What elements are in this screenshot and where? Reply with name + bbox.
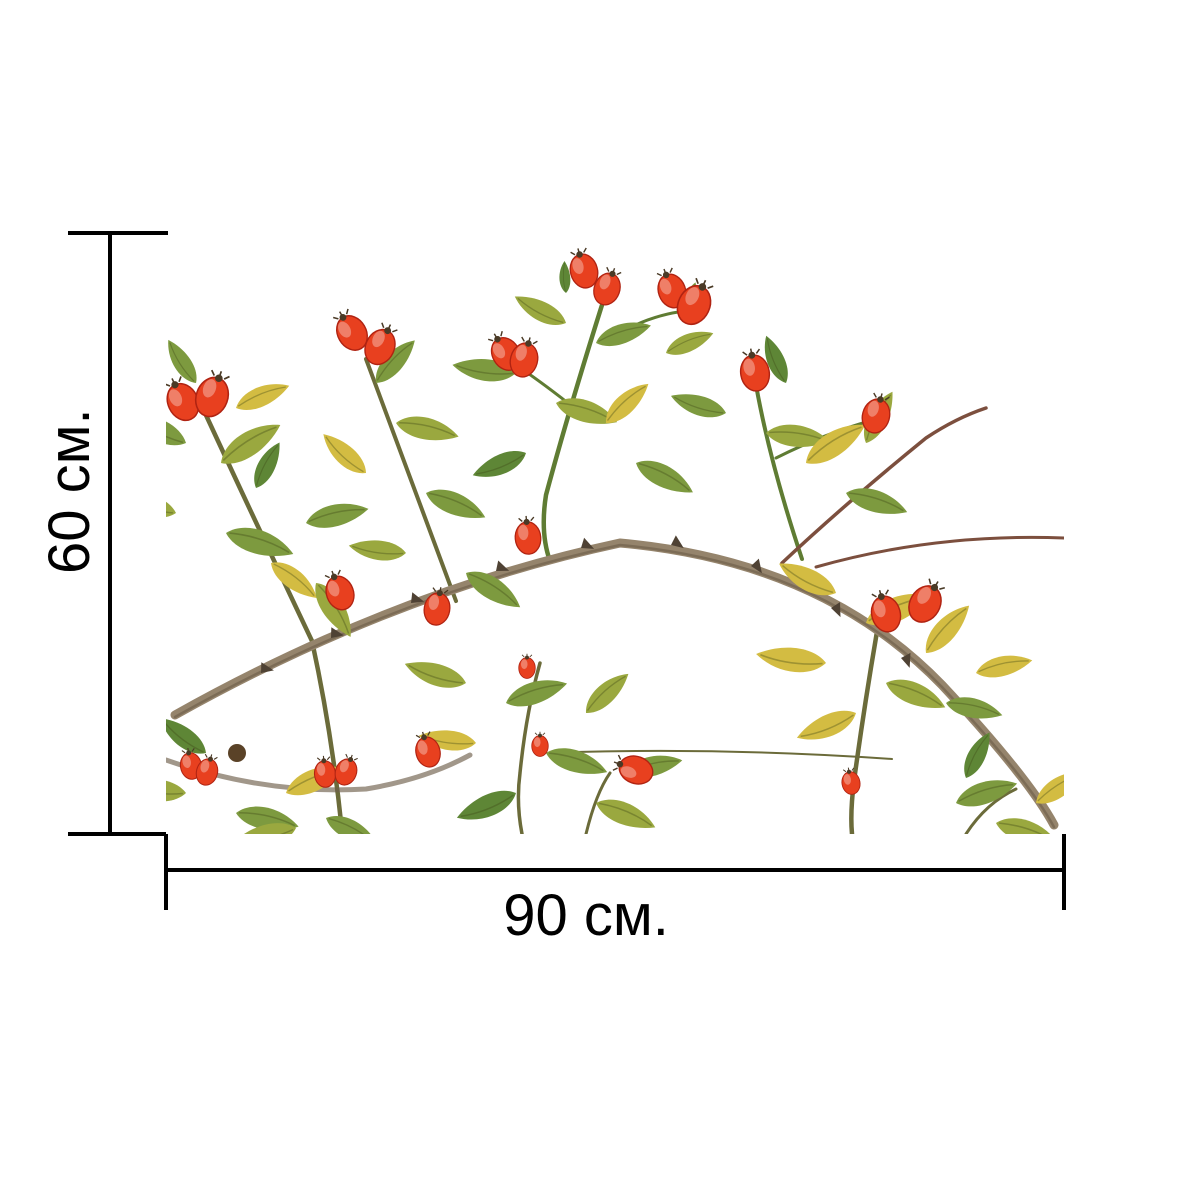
height-extension-top [68,231,168,235]
height-label: 60 см. [37,408,102,574]
width-extension-right [1062,834,1066,910]
main-arch-branch [170,535,1059,830]
height-dimension-line [108,233,112,834]
dried-hip [228,744,246,762]
rosehip-branch-photo [166,244,1064,834]
height-extension-bottom [68,832,166,836]
width-extension-left [164,834,168,910]
width-label: 90 см. [503,883,669,948]
thorns [261,535,911,673]
width-dimension-line [166,868,1064,872]
branch-stems [166,302,1064,834]
rose-hips [166,244,952,797]
